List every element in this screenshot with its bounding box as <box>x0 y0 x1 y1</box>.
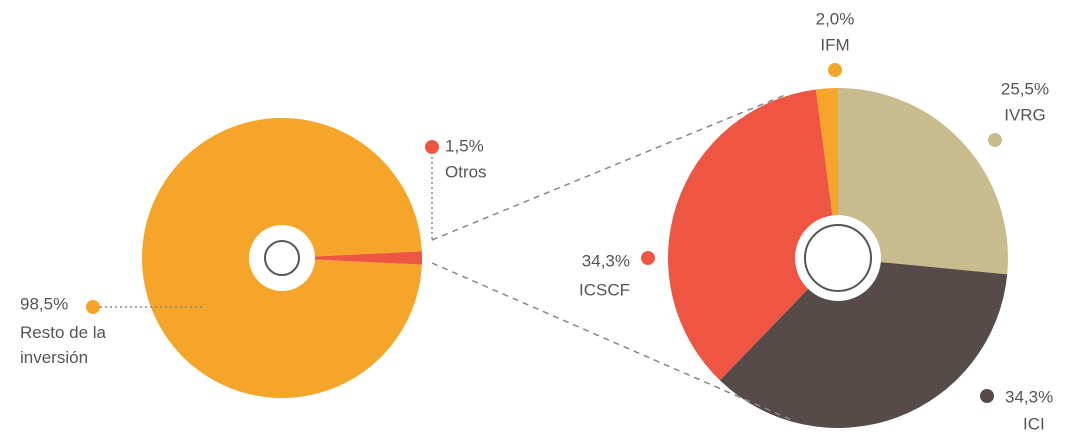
connector <box>431 94 786 241</box>
legend-dot <box>988 133 1002 147</box>
value-label: 34,3% <box>1005 387 1053 406</box>
pie-detail <box>668 88 1008 428</box>
pie-slice <box>668 89 838 381</box>
value-label: 1,5% <box>445 136 484 155</box>
pie-slice <box>837 88 1008 275</box>
category-label: Resto de la inversión <box>20 323 106 367</box>
pie-main <box>141 118 422 399</box>
legend-dot <box>86 300 100 314</box>
pie-ring <box>264 240 300 276</box>
category-label: IFM <box>820 35 849 54</box>
legend-dot <box>828 63 842 77</box>
category-label: ICSCF <box>579 280 630 299</box>
value-label: 34,3% <box>582 251 630 270</box>
legend-dot <box>641 251 655 265</box>
category-label: ICI <box>1023 414 1045 433</box>
pie-ring <box>804 224 872 292</box>
value-label: 98,5% <box>20 294 68 313</box>
value-label: 2,0% <box>816 9 855 28</box>
legend-dot <box>425 140 439 154</box>
pie-slice <box>719 258 1008 428</box>
value-label: 25,5% <box>1001 79 1049 98</box>
category-label: Otros <box>445 162 487 181</box>
category-label: IVRG <box>1004 105 1046 124</box>
legend-dot <box>980 389 994 403</box>
pie-slice <box>282 251 422 265</box>
